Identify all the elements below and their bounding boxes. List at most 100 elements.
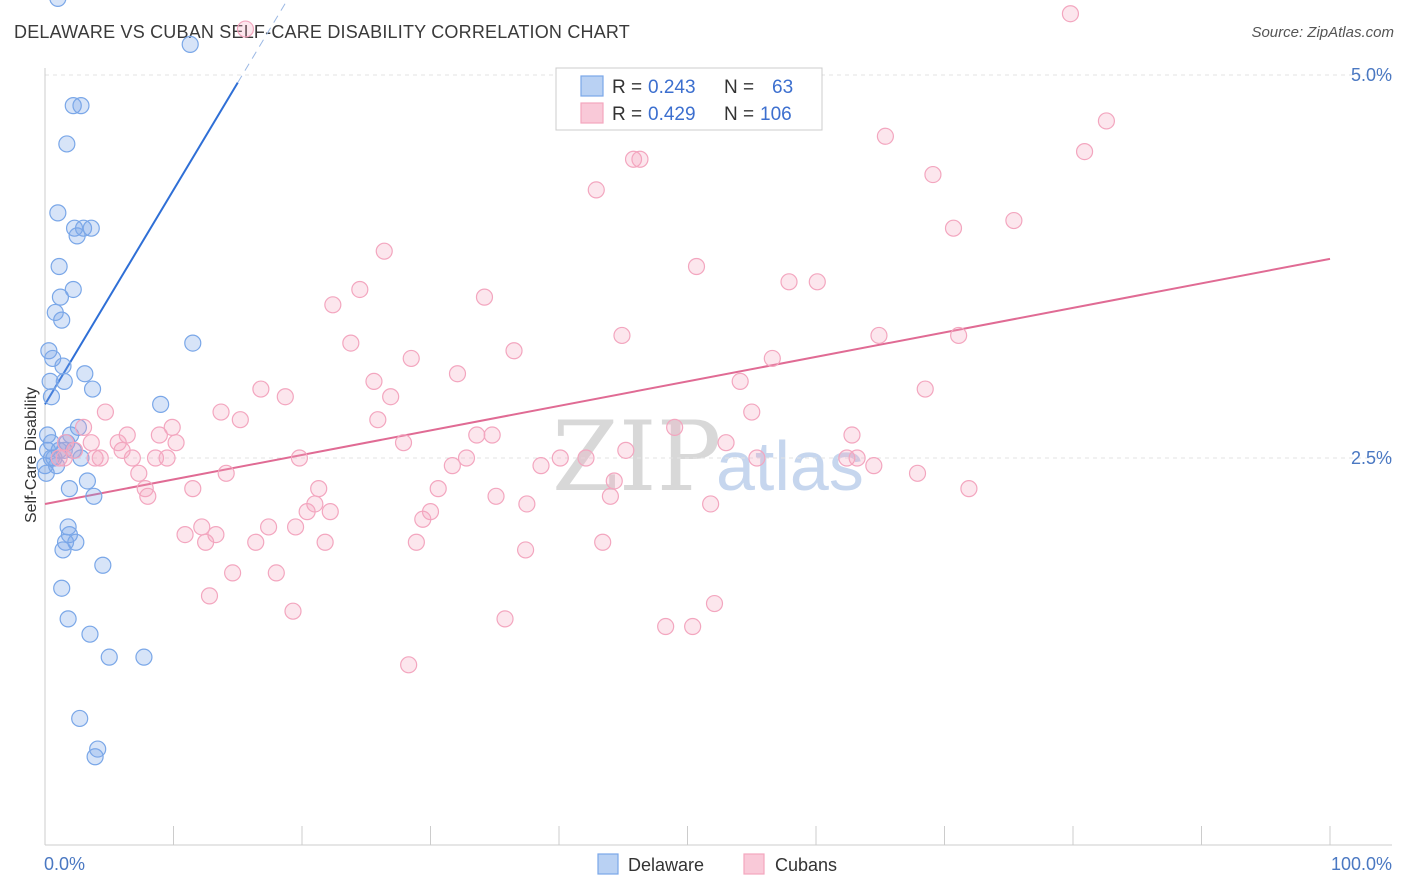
point-cubans-18 — [158, 449, 176, 467]
point-delaware-48 — [67, 533, 85, 551]
stats-legend: R = 0.243 N = 63 R = 0.429 N = 106 — [555, 67, 823, 131]
point-cubans-105 — [960, 480, 978, 498]
point-delaware-59 — [42, 434, 61, 452]
point-cubans-63 — [475, 288, 494, 306]
axes — [44, 68, 1392, 846]
point-delaware-44 — [85, 487, 103, 505]
bottom-legend-label-cubans: Cubans — [775, 855, 837, 875]
point-cubans-7 — [91, 449, 109, 467]
point-delaware-55 — [135, 648, 153, 666]
point-cubans-58 — [429, 480, 447, 498]
point-cubans-23 — [193, 518, 211, 536]
legend-r-label-delaware: R = — [612, 77, 642, 98]
point-cubans-32 — [247, 533, 265, 551]
watermark-zip: ZIP — [552, 401, 721, 513]
point-delaware-27 — [41, 372, 59, 390]
point-cubans-15 — [139, 487, 157, 505]
point-delaware-17 — [51, 288, 70, 306]
x-tick-labels: 0.0% 100.0% — [44, 854, 1392, 874]
legend-r-value-cubans: 0.429 — [648, 104, 696, 125]
point-cubans-91 — [763, 349, 781, 368]
point-cubans-109 — [1097, 112, 1116, 130]
legend-n-label-delaware: N = — [724, 77, 754, 98]
point-cubans-93 — [808, 273, 826, 291]
point-cubans-72 — [577, 449, 595, 467]
point-cubans-5 — [82, 434, 100, 452]
point-cubans-61 — [457, 449, 476, 467]
point-cubans-26 — [207, 525, 225, 544]
point-cubans-13 — [130, 464, 148, 482]
point-cubans-82 — [666, 418, 684, 436]
point-cubans-38 — [286, 518, 305, 536]
point-cubans-43 — [316, 533, 334, 551]
point-cubans-59 — [443, 457, 461, 475]
point-cubans-87 — [717, 434, 735, 452]
point-delaware-24 — [54, 357, 72, 375]
point-delaware-26 — [76, 365, 94, 383]
point-cubans-25 — [200, 587, 219, 605]
legend-r-label-cubans: R = — [612, 104, 642, 125]
point-cubans-83 — [684, 617, 702, 636]
point-cubans-20 — [167, 434, 185, 452]
point-cubans-66 — [496, 610, 514, 628]
point-cubans-47 — [351, 280, 369, 299]
series-legend: Delaware Cubans — [597, 853, 837, 875]
series-delaware — [36, 0, 202, 766]
bottom-legend-label-delaware: Delaware — [628, 855, 704, 875]
point-delaware-56 — [71, 709, 89, 728]
point-cubans-49 — [369, 411, 387, 429]
bottom-legend-swatch-delaware — [597, 853, 619, 875]
point-cubans-45 — [324, 296, 342, 314]
point-cubans-85 — [702, 495, 720, 513]
point-cubans-65 — [487, 487, 505, 505]
point-cubans-106 — [1005, 211, 1023, 230]
point-cubans-68 — [516, 541, 535, 559]
point-delaware-49 — [54, 541, 72, 559]
watermark-atlas: atlas — [716, 427, 864, 505]
point-cubans-102 — [924, 165, 942, 184]
point-cubans-30 — [231, 411, 249, 429]
x-tick-label-0: 0.0% — [44, 854, 85, 874]
point-cubans-76 — [605, 472, 623, 490]
point-cubans-46 — [342, 334, 360, 352]
point-cubans-97 — [865, 457, 883, 475]
point-cubans-48 — [365, 372, 383, 390]
point-cubans-51 — [382, 388, 400, 406]
point-cubans-98 — [870, 326, 888, 345]
point-delaware-42 — [78, 472, 97, 490]
point-delaware-41 — [60, 480, 79, 498]
point-cubans-75 — [601, 487, 620, 505]
x-tick-label-1: 100.0% — [1331, 854, 1392, 874]
trend-line-delaware — [44, 82, 239, 405]
point-cubans-3 — [65, 441, 84, 459]
point-cubans-69 — [518, 495, 536, 513]
point-cubans-55 — [407, 533, 425, 551]
point-delaware-21 — [184, 334, 202, 352]
watermark: ZIP atlas — [552, 401, 864, 513]
point-cubans-96 — [848, 449, 866, 467]
point-cubans-52 — [394, 434, 413, 452]
point-cubans-86 — [705, 594, 724, 613]
point-cubans-77 — [613, 326, 631, 345]
point-cubans-104 — [944, 219, 963, 237]
point-delaware-28 — [83, 380, 102, 398]
point-cubans-21 — [176, 525, 194, 544]
point-cubans-64 — [483, 426, 501, 444]
series-cubans — [50, 5, 1116, 674]
point-delaware-29 — [42, 388, 61, 406]
point-cubans-60 — [448, 365, 467, 383]
point-delaware-50 — [94, 556, 112, 574]
point-cubans-29 — [224, 564, 242, 582]
point-cubans-70 — [532, 457, 550, 475]
point-cubans-37 — [284, 602, 302, 620]
source-label: Source: ZipAtlas.com — [1251, 24, 1394, 41]
point-cubans-101 — [916, 380, 934, 398]
point-cubans-57 — [421, 503, 440, 521]
point-cubans-107 — [1061, 5, 1080, 23]
point-cubans-36 — [276, 388, 294, 406]
trend-lines — [44, 0, 1331, 505]
point-delaware-54 — [100, 648, 118, 666]
point-cubans-78 — [617, 441, 635, 459]
point-delaware-52 — [59, 610, 77, 628]
